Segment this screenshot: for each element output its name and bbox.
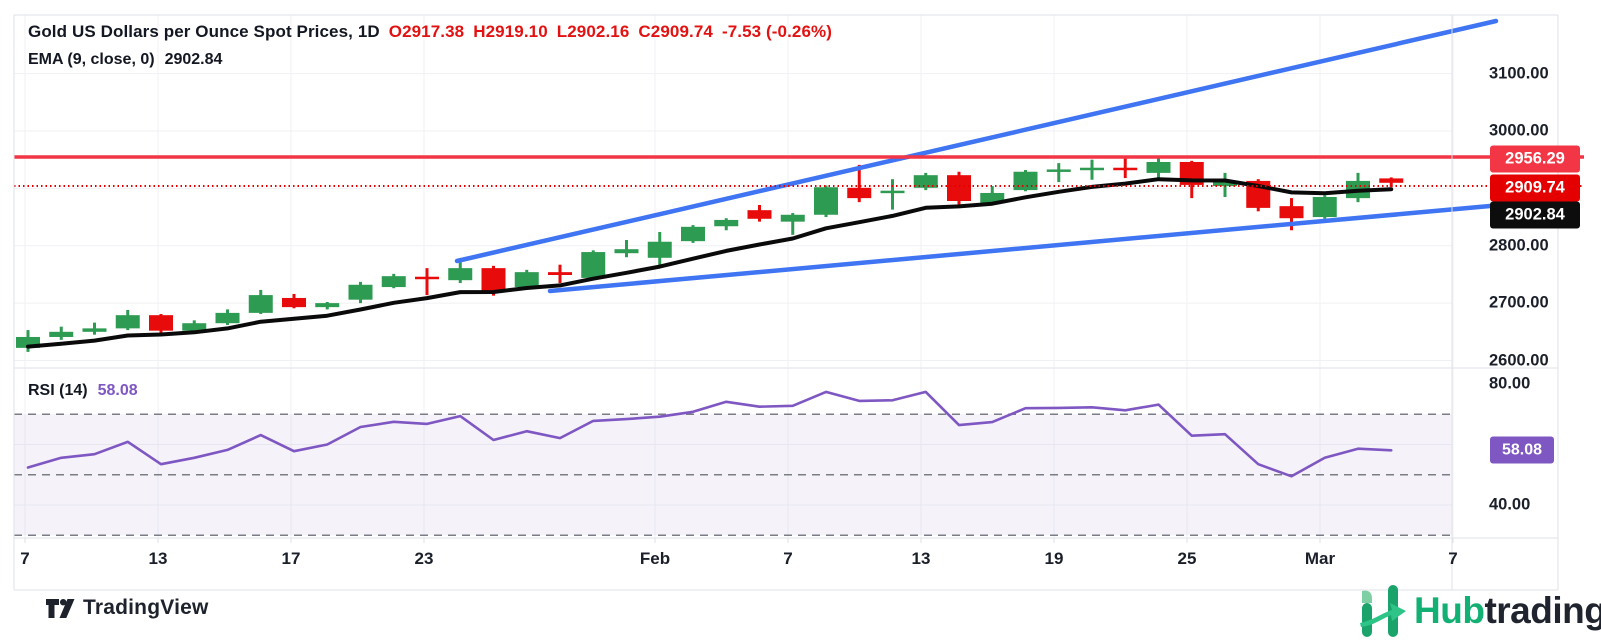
rsi-tick-label: 40.00 <box>1489 495 1531 514</box>
candle <box>647 231 672 266</box>
ema-name: EMA (9, close, 0) <box>28 51 155 68</box>
candle <box>282 293 306 309</box>
candle <box>614 240 639 258</box>
time-axis-label: 13 <box>148 549 168 568</box>
ohlc-values: O2917.38 H2919.10 L2902.16 C2909.74 -7.53 (-… <box>380 22 832 41</box>
candle <box>980 186 1005 205</box>
ema-value: 2902.84 <box>164 51 223 68</box>
time-axis-label: 23 <box>414 549 434 568</box>
time-axis-label: 7 <box>1448 549 1458 568</box>
candle <box>215 309 240 325</box>
tradingview-logo-text: TradingView <box>83 596 209 619</box>
time-axis-label: 7 <box>783 549 793 568</box>
candle <box>315 301 340 310</box>
ema-legend: EMA (9, close, 0) 2902.84 <box>28 51 222 69</box>
time-axis-label: 13 <box>911 549 931 568</box>
candle <box>714 218 739 231</box>
time-axis-label: 19 <box>1044 549 1064 568</box>
candle <box>1113 157 1138 179</box>
rsi-value-badge: 58.08 <box>1490 436 1554 464</box>
candle <box>1080 159 1104 180</box>
price-badge: 2956.29 <box>1490 145 1580 173</box>
candle <box>348 281 373 304</box>
candle <box>1013 170 1038 192</box>
price-tick-label: 2600.00 <box>1489 351 1549 370</box>
candle <box>581 250 606 281</box>
rsi-name: RSI (14) <box>28 382 88 399</box>
time-axis-label: 7 <box>20 549 30 568</box>
hubtrading-logo: Hubtrading <box>1358 583 1601 639</box>
candle <box>415 268 439 296</box>
candle <box>82 322 107 335</box>
candle <box>248 289 273 315</box>
candle <box>1046 163 1071 183</box>
trendlines[interactable] <box>454 18 1499 294</box>
ohlc-token: H2919.10 <box>473 22 548 41</box>
candle <box>381 273 406 289</box>
price-levels[interactable] <box>14 155 1584 187</box>
candle <box>1213 172 1237 197</box>
tradingview-attribution-link[interactable]: TradingView <box>45 596 209 620</box>
candle <box>1146 156 1171 179</box>
rsi-value: 58.08 <box>97 382 138 399</box>
chart-legend-title: Gold US Dollars per Ounce Spot Prices, 1… <box>28 22 832 42</box>
price-tick-label: 3100.00 <box>1489 64 1549 83</box>
candle <box>913 172 938 191</box>
candle <box>780 213 805 235</box>
ema-line <box>26 177 1394 349</box>
time-axis-label: 17 <box>281 549 301 568</box>
candle <box>16 330 40 352</box>
candle <box>947 171 971 206</box>
hubtrading-logo-icon <box>1360 585 1406 637</box>
time-axis-label: 25 <box>1177 549 1197 568</box>
ohlc-token: C2909.74 <box>638 22 713 41</box>
rsi-line <box>26 390 1393 478</box>
gridlines <box>14 15 1454 543</box>
time-axis-label: Feb <box>639 549 671 568</box>
candle <box>1312 195 1337 219</box>
candle <box>115 310 140 331</box>
hubtrading-logo-text: Hubtrading <box>1414 590 1601 631</box>
ohlc-token: O2917.38 <box>388 22 465 41</box>
price-tick-label: 2700.00 <box>1489 293 1549 312</box>
candle <box>1346 172 1370 203</box>
candle <box>49 326 74 340</box>
frame-borders <box>13 14 1559 591</box>
candle <box>681 225 705 243</box>
price-badge: 2909.74 <box>1490 174 1580 202</box>
candle <box>149 314 173 335</box>
candle <box>847 164 872 203</box>
rsi-tick-label: 80.00 <box>1489 374 1531 393</box>
tradingview-logo-icon <box>46 598 75 618</box>
candle <box>880 179 905 210</box>
ohlc-token: -7.53 (-0.26%) <box>721 22 832 41</box>
price-badge: 2902.84 <box>1490 201 1580 229</box>
time-axis-label: Mar <box>1304 549 1336 568</box>
price-tick-label: 3000.00 <box>1489 121 1549 140</box>
price-tick-label: 2800.00 <box>1489 236 1549 255</box>
candle <box>548 264 572 284</box>
candle <box>814 185 838 218</box>
rsi-band <box>14 413 1452 536</box>
ohlc-token: L2902.16 <box>556 22 630 41</box>
symbol-title: Gold US Dollars per Ounce Spot Prices, 1… <box>28 22 380 41</box>
rsi-legend: RSI (14) 58.08 <box>28 382 138 400</box>
candle <box>747 205 772 222</box>
